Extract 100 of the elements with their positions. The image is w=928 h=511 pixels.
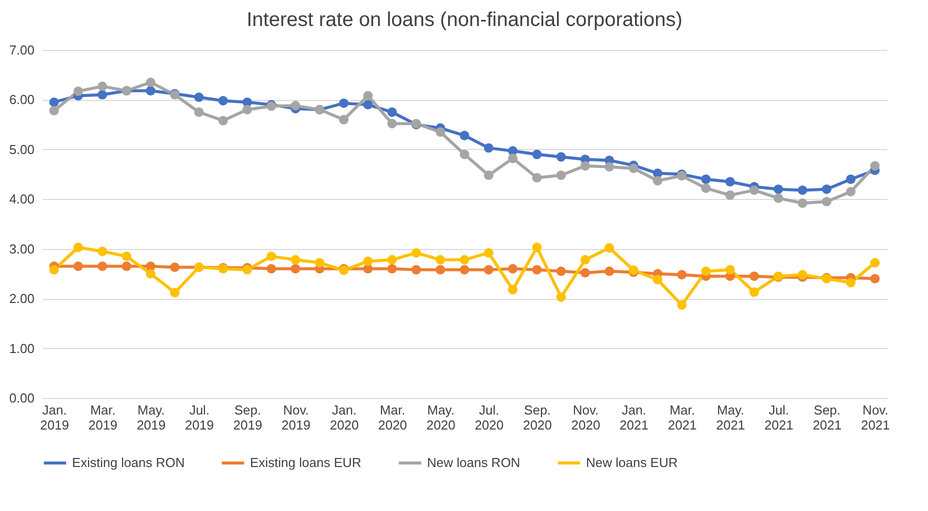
x-tick-label: Jul. 2020 (474, 402, 504, 432)
point (363, 256, 373, 266)
point (508, 284, 518, 294)
legend-label: Existing loans EUR (250, 455, 362, 470)
point (580, 255, 590, 265)
point (846, 278, 856, 288)
x-tick-label: Nov. 2021 (860, 402, 890, 432)
point (363, 91, 373, 100)
point (532, 150, 542, 160)
point (725, 190, 735, 200)
point (339, 98, 349, 108)
point (98, 262, 108, 271)
legend-label: New loans RON (427, 455, 520, 470)
chart-title: Interest rate on loans (non-financial corporations) (246, 9, 682, 31)
point (749, 271, 759, 281)
point (604, 243, 614, 253)
point (73, 242, 83, 252)
y-tick-label: 6.00 (9, 92, 34, 108)
point (98, 246, 108, 256)
point (846, 186, 856, 196)
point (339, 114, 349, 124)
point (242, 104, 252, 114)
point (290, 255, 300, 265)
point (725, 177, 735, 186)
x-tick-label: Jul. 2019 (184, 402, 214, 432)
point (146, 268, 156, 278)
point (580, 268, 590, 278)
point (532, 242, 542, 252)
y-tick-label: 2.00 (9, 291, 34, 306)
x-tick-label: Jan. 2019 (40, 402, 70, 432)
point (460, 130, 470, 140)
legend-label: Existing loans RON (72, 455, 185, 470)
legend-label: New loans EUR (586, 455, 678, 470)
point (870, 274, 880, 284)
y-tick-label: 7.00 (9, 42, 34, 58)
point (701, 183, 711, 193)
point (460, 265, 470, 274)
point (484, 265, 494, 274)
point (49, 106, 59, 116)
point (387, 118, 397, 128)
point (387, 264, 397, 274)
point (652, 274, 662, 284)
y-tick-label: 5.00 (9, 142, 34, 157)
point (774, 193, 784, 203)
point (556, 266, 566, 276)
point (170, 288, 180, 298)
y-tick-label: 4.00 (9, 192, 34, 207)
point (484, 248, 494, 258)
point (508, 264, 518, 274)
point (798, 198, 808, 208)
point (146, 78, 156, 88)
point (194, 107, 204, 117)
point (677, 300, 687, 310)
point (387, 107, 397, 117)
point (411, 248, 421, 258)
point (822, 196, 832, 206)
point (290, 264, 300, 274)
x-tick-label: Mar. 2019 (88, 402, 118, 432)
point (677, 270, 687, 280)
x-tick-label: Mar. 2020 (378, 402, 408, 432)
point (580, 161, 590, 171)
point (870, 258, 880, 268)
point (363, 100, 373, 110)
point (436, 255, 446, 265)
point (460, 255, 470, 265)
point (460, 150, 470, 160)
y-tick-label: 3.00 (9, 241, 34, 256)
point (628, 164, 638, 174)
point (532, 173, 542, 182)
point (73, 262, 83, 271)
point (652, 176, 662, 186)
x-tick-label: Mar. 2021 (668, 402, 697, 432)
point (218, 96, 228, 106)
point (725, 265, 735, 274)
point (218, 116, 228, 126)
y-tick-label: 1.00 (9, 340, 34, 356)
x-tick-label: Nov. 2020 (571, 402, 600, 432)
point (484, 170, 494, 180)
x-tick-label: Nov. 2019 (282, 402, 310, 432)
x-tick-label: May. 2020 (426, 402, 456, 432)
x-tick-label: Sep. 2020 (522, 402, 552, 432)
point (98, 90, 108, 100)
point (822, 184, 832, 194)
point (798, 270, 808, 280)
x-tick-label: May. 2019 (136, 402, 166, 432)
point (290, 100, 300, 110)
x-tick-label: Sep. 2021 (812, 402, 842, 432)
point (846, 174, 856, 184)
point (556, 152, 566, 162)
point (387, 255, 397, 265)
point (484, 143, 494, 153)
point (122, 262, 132, 271)
point (508, 154, 518, 164)
point (314, 258, 324, 268)
x-tick-label: Jan. 2020 (330, 402, 359, 432)
point (774, 184, 784, 194)
point (749, 287, 759, 297)
point (73, 86, 83, 96)
point (49, 97, 59, 107)
x-tick-label: Jul. 2021 (764, 402, 794, 432)
